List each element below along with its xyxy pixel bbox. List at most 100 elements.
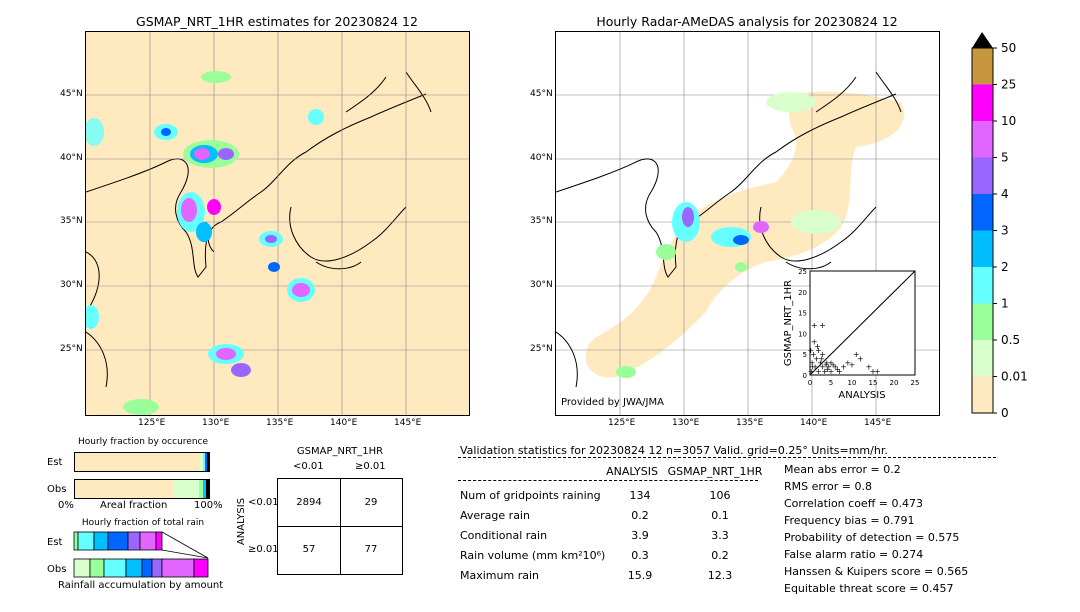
occurrence-obs-segment xyxy=(206,480,209,498)
colorbar-label: 50 xyxy=(1001,41,1016,55)
scatter-point: + xyxy=(808,367,815,376)
total-rain-est-segment xyxy=(155,531,163,551)
right-lat-label: 25°N xyxy=(530,344,553,354)
scatter-point: + xyxy=(828,367,835,376)
left-lon-label: 135°E xyxy=(266,418,294,428)
scatter-point: + xyxy=(840,363,847,372)
occurrence-title: Hourly fraction by occurence xyxy=(77,437,209,447)
validation-row-label: Num of gridpoints raining xyxy=(460,489,601,502)
contingency-row-axis-label: ANALYSIS xyxy=(236,497,248,546)
scatter-xtick: 15 xyxy=(869,379,878,387)
validation-row-analysis: 3.9 xyxy=(631,529,649,542)
occurrence-obs-segment xyxy=(173,480,199,498)
scatter-xtick: 25 xyxy=(911,379,920,387)
scatter-xtick: 10 xyxy=(848,379,857,387)
right-lon-label: 140°E xyxy=(800,418,828,428)
right-map-title: Hourly Radar-AMeDAS analysis for 2023082… xyxy=(596,14,898,29)
total-rain-obs-segment xyxy=(193,558,209,578)
colorbar: 50 25 10 5 4 3 2 1 0.5 0.01 0 xyxy=(971,32,1028,420)
validation-row-analysis: 0.2 xyxy=(631,509,649,522)
scatter-ytick: 5 xyxy=(803,351,807,359)
occurrence-tick-0: 0% xyxy=(58,500,74,511)
validation-score: Probability of detection = 0.575 xyxy=(784,531,960,544)
left-lat-label: 45°N xyxy=(60,89,83,99)
occurrence-est-bar xyxy=(74,452,210,472)
right-lon-label: 125°E xyxy=(608,418,636,428)
total-rain-obs-segment xyxy=(161,558,195,578)
occurrence-obs-bar xyxy=(74,479,210,499)
validation-score: Hanssen & Kuipers score = 0.565 xyxy=(784,565,969,578)
scatter-point: + xyxy=(814,342,821,351)
colorbar-label: 3 xyxy=(1001,224,1009,238)
colorbar-label: 5 xyxy=(1001,151,1009,165)
colorbar-segment xyxy=(972,157,993,195)
total-rain-obs-segment xyxy=(73,558,91,578)
validation-score: Mean abs error = 0.2 xyxy=(784,463,901,476)
left-lat-label: 40°N xyxy=(60,153,83,163)
scatter-point: + xyxy=(807,346,814,355)
scatter-point: + xyxy=(832,363,839,372)
colorbar-label: 10 xyxy=(1001,114,1016,128)
validation-score: Equitable threat score = 0.457 xyxy=(784,582,954,595)
total-rain-est-label: Est xyxy=(47,537,63,548)
left-lon-label: 145°E xyxy=(394,418,422,428)
validation-score: Frequency bias = 0.791 xyxy=(784,514,915,527)
left-lat-label: 30°N xyxy=(60,280,83,290)
total-rain-obs-segment xyxy=(141,558,153,578)
scatter-point: + xyxy=(809,363,816,372)
right-lat-label: 30°N xyxy=(530,280,553,290)
total-rain-obs-segment xyxy=(89,558,105,578)
left-map xyxy=(85,31,470,416)
scatter-ytick: 15 xyxy=(798,310,807,318)
right-lon-label: 130°E xyxy=(672,418,700,428)
colorbar-segment xyxy=(972,194,993,231)
total-rain-est-segment xyxy=(139,531,157,551)
validation-row-gsmap: 0.1 xyxy=(711,509,729,522)
total-rain-obs-segment xyxy=(151,558,163,578)
scatter-point: + xyxy=(811,321,818,330)
occurrence-obs-segment xyxy=(199,480,203,498)
right-map-credit: Provided by JWA/JMA xyxy=(561,397,664,408)
validation-row-label: Average rain xyxy=(460,509,530,522)
validation-score: False alarm ratio = 0.274 xyxy=(784,548,924,561)
colorbar-segment xyxy=(972,230,993,268)
validation-score: Correlation coeff = 0.473 xyxy=(784,497,923,510)
scatter-point: + xyxy=(834,365,841,374)
validation-col-gsmap: GSMAP_NRT_1HR xyxy=(667,465,763,478)
scatter-point: + xyxy=(865,363,872,372)
occurrence-est-label: Est xyxy=(47,457,63,468)
contingency-col-header: <0.01 xyxy=(293,461,324,472)
right-lat-label: 35°N xyxy=(530,216,553,226)
colorbar-label: 0 xyxy=(1001,406,1009,420)
contingency-title: GSMAP_NRT_1HR xyxy=(296,446,384,457)
left-lat-label: 35°N xyxy=(60,216,83,226)
scatter-point: + xyxy=(819,350,826,359)
scatter-xtick: 5 xyxy=(829,379,833,387)
left-lon-label: 140°E xyxy=(330,418,358,428)
scatter-xtick: 0 xyxy=(808,379,812,387)
scatter-point: + xyxy=(821,367,828,376)
colorbar-label: 4 xyxy=(1001,187,1009,201)
contingency-cell: 29 xyxy=(364,497,378,508)
colorbar-extend-arrow xyxy=(972,32,993,48)
scatter-point: + xyxy=(857,354,864,363)
contingency-col-header: ≥0.01 xyxy=(355,461,386,472)
contingency-table: 2894 29 57 77 xyxy=(277,478,403,575)
left-lon-label: 130°E xyxy=(202,418,230,428)
total-rain-bars xyxy=(73,531,209,578)
scatter-point: + xyxy=(818,354,825,363)
validation-row-gsmap: 3.3 xyxy=(711,529,729,542)
contingency-cell: 57 xyxy=(302,544,316,555)
left-lat-label: 25°N xyxy=(60,344,83,354)
left-map-canvas xyxy=(86,32,469,415)
total-rain-est-segment xyxy=(107,531,129,551)
occurrence-xlabel: Areal fraction xyxy=(100,500,168,511)
scatter-point: + xyxy=(870,367,877,376)
total-rain-est-segment xyxy=(77,531,95,551)
occurrence-obs-segment xyxy=(203,480,206,498)
scatter-point: + xyxy=(819,321,826,330)
colorbar-segment xyxy=(972,376,993,414)
total-rain-est-segment xyxy=(73,531,79,551)
scatter-ytick: 0 xyxy=(803,372,807,380)
scatter-point: + xyxy=(826,363,833,372)
